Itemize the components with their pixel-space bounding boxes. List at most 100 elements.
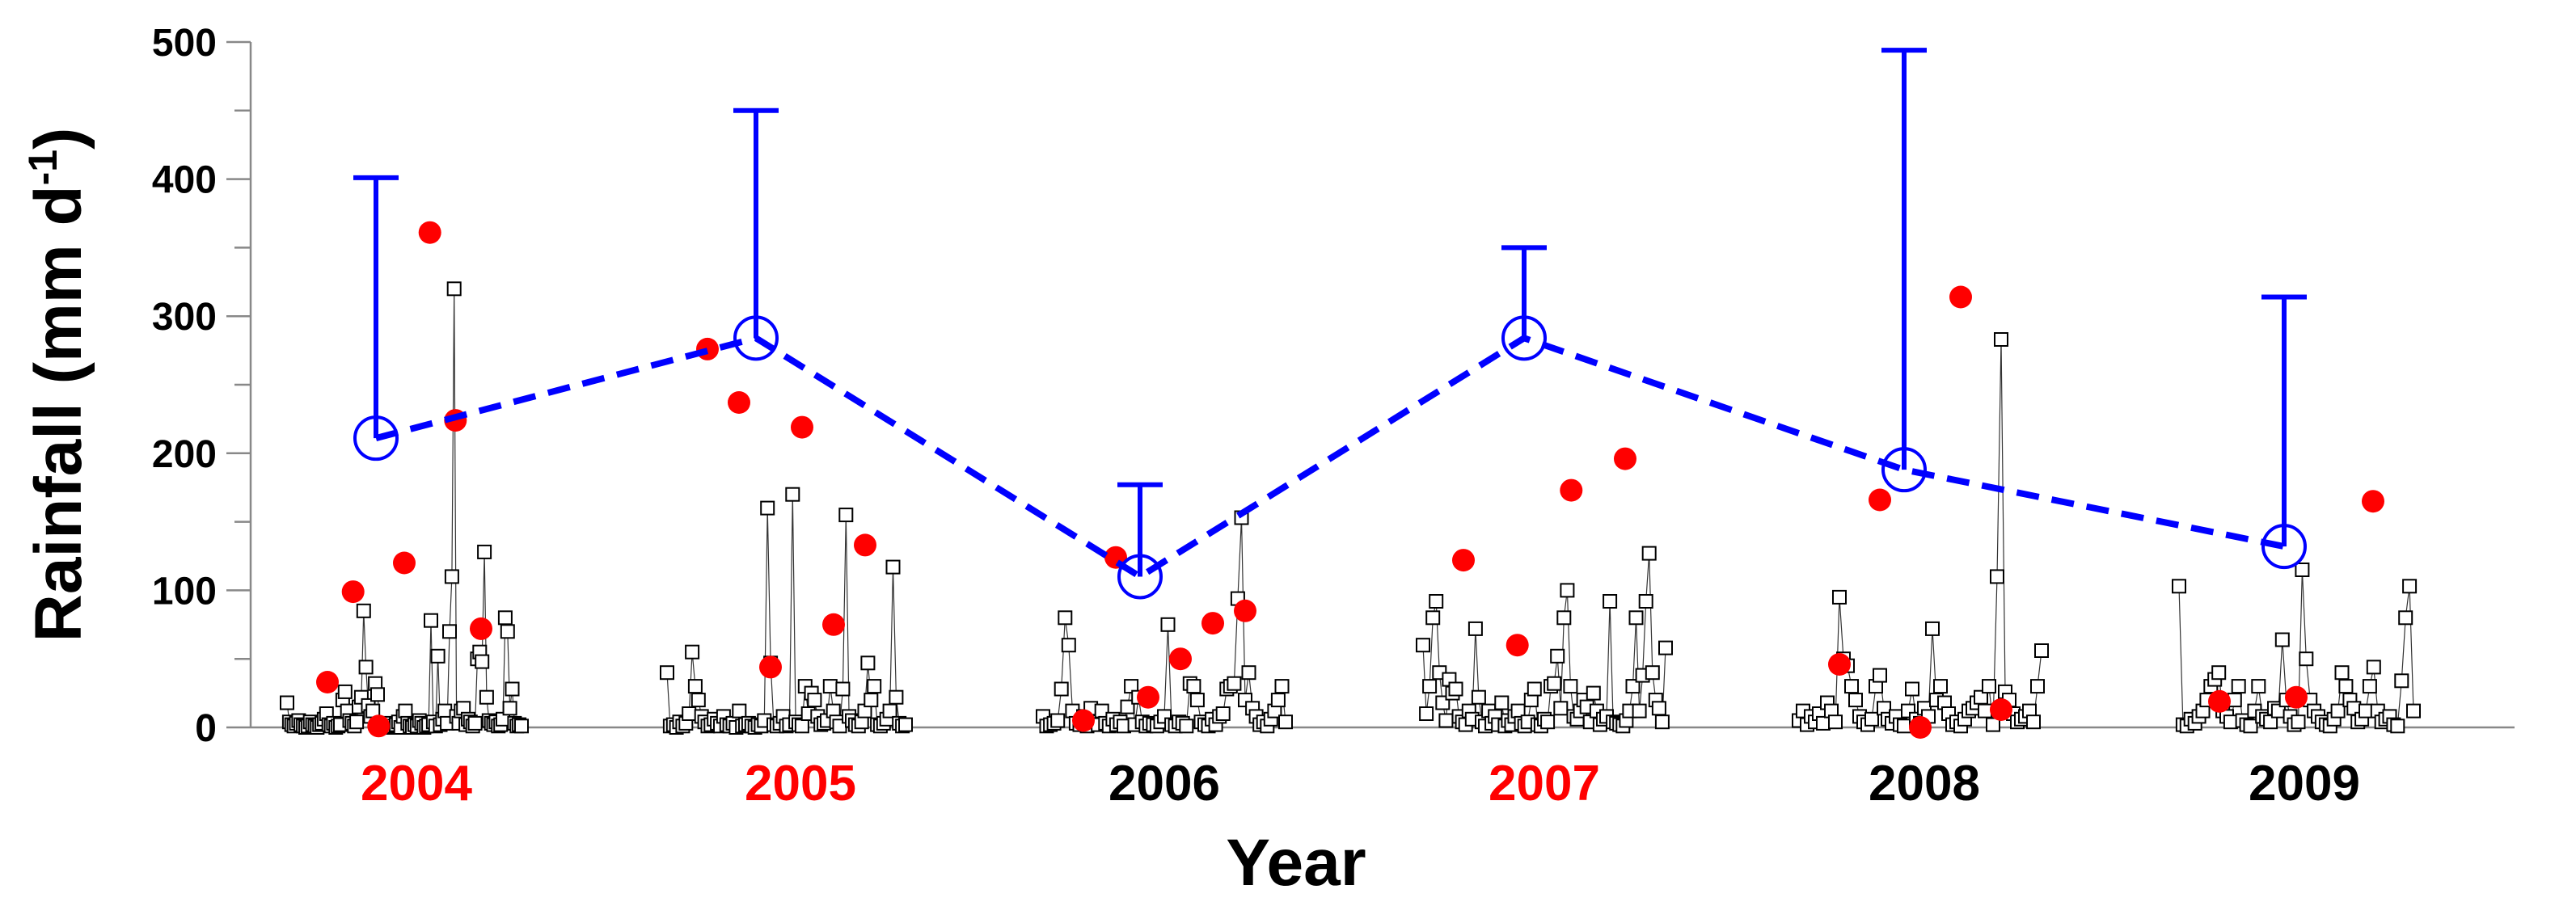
- daily-point: [885, 559, 901, 575]
- daily-point: [898, 717, 913, 732]
- mean-point-2008: [1881, 447, 1927, 493]
- daily-point: [1241, 665, 1256, 681]
- extreme-point: [1869, 488, 1891, 512]
- y-axis-title-end: ): [22, 128, 95, 150]
- y-tick-label: 200: [152, 433, 217, 476]
- mean-dashed-line: [374, 334, 2285, 581]
- y-axis-title-superscript: -1: [20, 150, 65, 185]
- year-label-2005: 2005: [745, 756, 856, 811]
- daily-point: [1179, 719, 1194, 734]
- daily-point: [2291, 714, 2306, 730]
- extreme-point: [1234, 599, 1256, 622]
- daily-point: [1625, 679, 1641, 694]
- daily-point: [444, 569, 459, 584]
- daily-point: [505, 681, 520, 697]
- daily-point: [2251, 679, 2266, 694]
- daily-point: [2274, 632, 2290, 647]
- daily-point: [280, 695, 294, 710]
- y-ticks: 0 100 200 300 400 500: [152, 22, 251, 750]
- daily-point: [2359, 703, 2373, 719]
- daily-point: [1651, 701, 1666, 716]
- extreme-point: [696, 337, 719, 360]
- extreme-point: [367, 714, 391, 738]
- extreme-point: [791, 415, 813, 439]
- daily-point: [337, 684, 353, 699]
- x-axis-title: Year: [1226, 826, 1366, 900]
- daily-point: [1416, 638, 1430, 653]
- daily-point: [2026, 714, 2041, 730]
- daily-point: [430, 648, 446, 664]
- year-label-2004: 2004: [361, 756, 472, 811]
- extreme-point: [1990, 698, 2012, 721]
- mean-point-2007: [1501, 315, 1547, 361]
- daily-point: [1124, 679, 1139, 694]
- year-label-2007: 2007: [1489, 756, 1600, 811]
- extreme-point: [759, 655, 782, 679]
- daily-point: [477, 544, 492, 559]
- extreme-point: [316, 671, 339, 693]
- daily-point: [2030, 679, 2045, 694]
- daily-point: [1448, 681, 1463, 697]
- daily-point: [1933, 679, 1948, 694]
- y-tick-label: 400: [152, 159, 217, 202]
- extreme-point: [470, 617, 492, 640]
- daily-point: [1638, 594, 1653, 609]
- extreme-point: [854, 533, 876, 557]
- daily-point: [687, 679, 703, 694]
- extreme-point: [728, 391, 750, 414]
- year-label-2008: 2008: [1869, 756, 1980, 811]
- daily-point: [1160, 617, 1176, 632]
- daily-point: [1560, 583, 1575, 598]
- daily-point: [1994, 332, 2008, 347]
- daily-point: [1467, 621, 1483, 636]
- daily-point: [1848, 693, 1863, 708]
- daily-point: [2223, 714, 2238, 730]
- y-axis-title: Rainfall (mm d-1): [20, 128, 95, 643]
- extreme-point: [822, 613, 845, 636]
- year-label-2009: 2009: [2249, 756, 2360, 811]
- extreme-point: [1201, 612, 1224, 635]
- daily-point: [358, 660, 374, 675]
- extreme-point: [1137, 685, 1159, 709]
- daily-point: [1816, 715, 1831, 731]
- daily-point: [356, 603, 371, 618]
- daily-point: [1438, 713, 1454, 728]
- daily-point: [1553, 701, 1569, 716]
- daily-point: [502, 701, 517, 716]
- extreme-point: [341, 580, 365, 604]
- daily-point: [660, 665, 674, 681]
- daily-point: [1050, 713, 1066, 728]
- daily-point: [1982, 679, 1996, 694]
- daily-point: [2211, 665, 2227, 681]
- daily-point: [1645, 665, 1660, 681]
- daily-point: [479, 689, 494, 705]
- daily-point: [1120, 699, 1135, 714]
- daily-point: [2338, 679, 2354, 694]
- daily-point: [1547, 676, 1562, 691]
- daily-point: [2402, 579, 2418, 594]
- daily-point: [889, 689, 904, 705]
- daily-point: [1274, 679, 1290, 694]
- daily-point: [1844, 679, 1859, 694]
- daily-point: [2299, 651, 2314, 667]
- daily-point: [424, 613, 438, 628]
- daily-point: [2406, 703, 2421, 719]
- extreme-point: [1452, 549, 1475, 572]
- mean-point-2009: [2261, 524, 2307, 570]
- daily-point: [1990, 569, 2004, 584]
- daily-point: [1270, 693, 1286, 708]
- extreme-point: [1828, 653, 1851, 676]
- extreme-point: [2362, 490, 2384, 513]
- daily-point: [682, 706, 697, 721]
- daily-point: [1925, 621, 1940, 636]
- daily-point: [514, 719, 529, 734]
- daily-point: [500, 624, 515, 639]
- daily-point: [1658, 640, 1673, 655]
- daily-point: [1471, 689, 1486, 705]
- daily-point: [446, 281, 462, 297]
- daily-point: [497, 610, 513, 626]
- extreme-rainfall-series: [316, 221, 2384, 739]
- daily-point: [867, 679, 882, 694]
- daily-point: [1186, 679, 1201, 694]
- daily-point: [860, 655, 876, 671]
